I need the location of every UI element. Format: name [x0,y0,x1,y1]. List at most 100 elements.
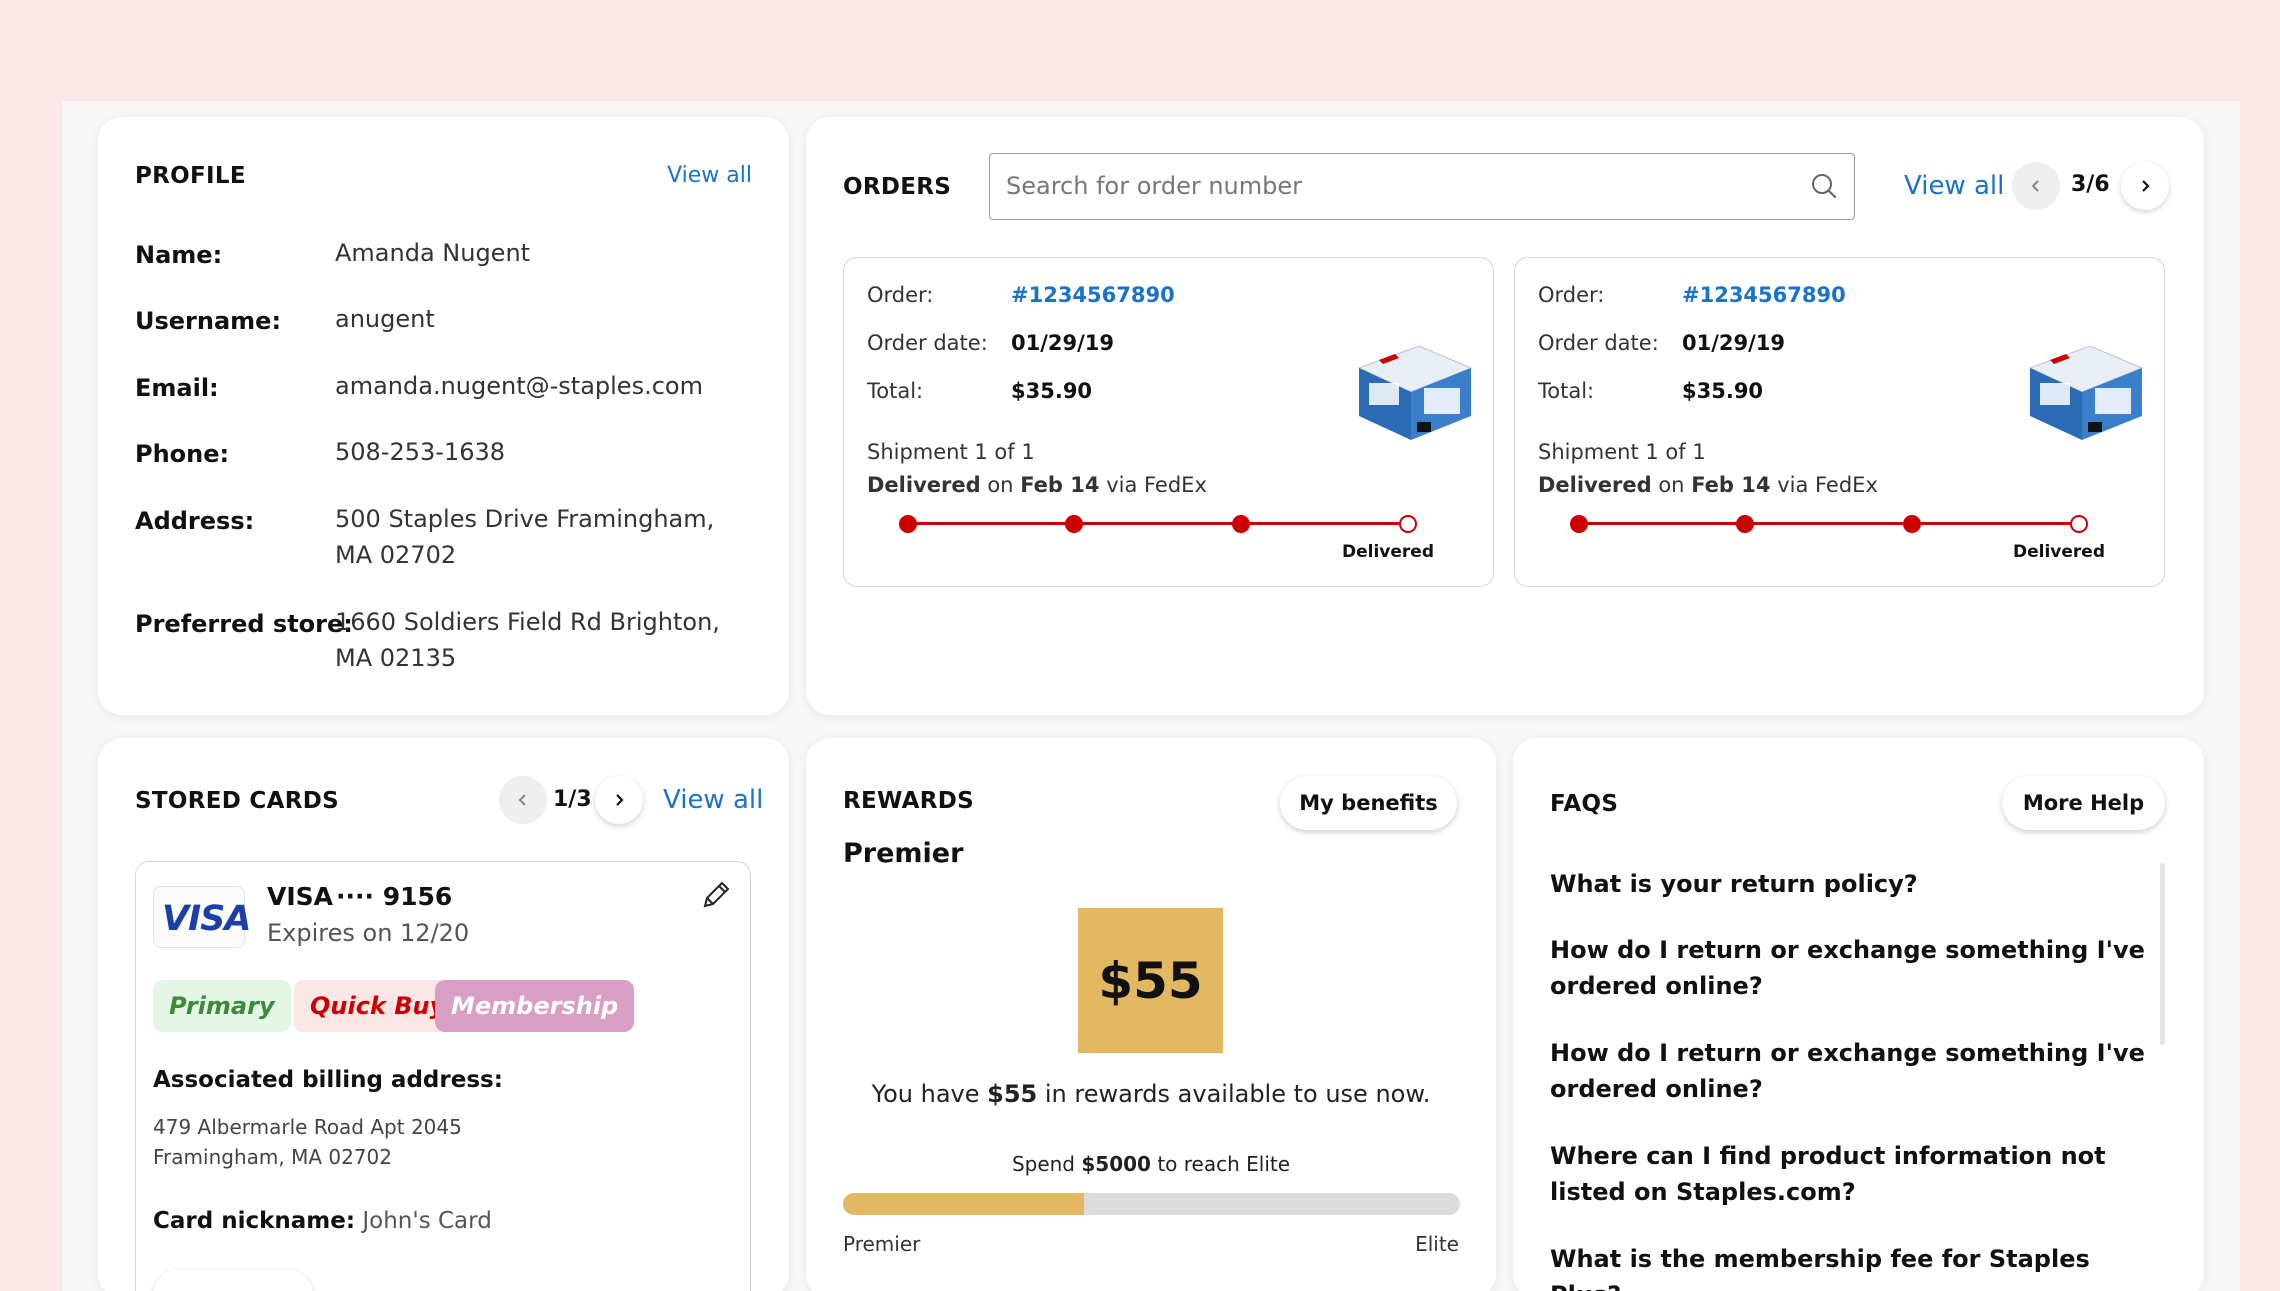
tracker-delivered-label: Delivered [2013,542,2105,562]
order-total-label: Total: [1538,379,1595,403]
orders-title: ORDERS [843,174,952,200]
profile-label-address: Address: [135,507,255,535]
tracker-line [1580,522,2080,525]
rewards-progress-bar [843,1193,1460,1215]
card-brand: VISA [267,882,334,911]
order-card[interactable]: Order: #1234567890 Order date: 01/29/19 … [1514,257,2165,587]
stored-card-item: VISA VISA ···· 9156 Expires on 12/20 Pri… [135,861,751,1291]
delivery-on-word: on [987,473,1014,497]
orders-view-all-link[interactable]: View all [1904,171,2005,201]
tag-primary: Primary [153,980,291,1032]
order-date-label: Order date: [1538,331,1659,355]
product-image [2020,328,2150,448]
delivery-status: Delivered on Feb 14 via FedEx [867,473,1207,497]
more-help-button[interactable]: More Help [2002,776,2165,830]
card-nickname-label: Card nickname: [153,1208,356,1234]
faq-item[interactable]: What is your return policy? [1550,870,1918,898]
faq-scrollbar[interactable] [2160,863,2165,1045]
profile-label-email: Email: [135,374,219,402]
order-date-label: Order date: [867,331,988,355]
progress-end-label: Elite [1415,1232,1459,1256]
chevron-left-icon [518,794,526,806]
faq-item[interactable]: Where can I find product information not… [1550,1142,2106,1206]
billing-address-line1: 479 Albermarle Road Apt 2045 [153,1115,462,1139]
stored-cards-title: STORED CARDS [135,788,339,814]
card-nickname: Card nickname: John's Card [153,1208,492,1234]
delivery-date: Feb 14 [1020,473,1100,497]
tracker-line [909,522,1409,525]
card-expiry: Expires on 12/20 [267,919,470,947]
tracker-step-1 [899,515,917,533]
order-total: $35.90 [1682,379,1764,403]
profile-view-all-link[interactable]: View all [667,163,752,188]
orders-prev-button[interactable] [2012,162,2060,210]
order-label: Order: [867,283,934,307]
delivery-carrier: via FedEx [1777,473,1878,497]
shipment-count: Shipment 1 of 1 [1538,440,1706,464]
chevron-right-icon [2142,180,2150,192]
card-number-mask: ···· 9156 [336,882,453,911]
order-search-input[interactable] [1006,168,1796,204]
rewards-message-post: in rewards available to use now. [1044,1080,1431,1108]
profile-value-name: Amanda Nugent [335,239,531,267]
profile-value-email: amanda.nugent@-staples.com [335,372,703,400]
shipment-tracker [899,514,1424,534]
profile-value-username: anugent [335,305,435,333]
shipment-count: Shipment 1 of 1 [867,440,1035,464]
reward-amount: $55 [1098,951,1203,1010]
tracker-step-4 [1399,515,1417,533]
order-number-link[interactable]: #1234567890 [1682,283,1846,307]
cards-prev-button[interactable] [499,776,547,824]
orders-next-button[interactable] [2121,162,2169,210]
orders-card: ORDERS View all 3/6 Order: #1234567890 O… [806,117,2204,715]
spend-goal-pre: Spend [1011,1152,1076,1176]
search-icon[interactable] [1810,172,1838,204]
order-label: Order: [1538,283,1605,307]
faqs-card: FAQS More Help What is your return polic… [1513,738,2204,1291]
tracker-step-1 [1570,515,1588,533]
faq-item[interactable]: What is the membership fee for Staples P… [1550,1245,2090,1291]
delivery-status-word: Delivered [867,473,981,497]
faq-item[interactable]: How do I return or exchange something I'… [1550,936,2145,1000]
order-total-label: Total: [867,379,924,403]
order-search-box [989,153,1855,220]
visa-logo: VISA [153,886,251,948]
tracker-delivered-label: Delivered [1342,542,1434,562]
card-nickname-value: John's Card [362,1208,492,1234]
chevron-left-icon [2031,180,2039,192]
order-card[interactable]: Order: #1234567890 Order date: 01/29/19 … [843,257,1494,587]
tracker-step-2 [1736,515,1754,533]
spend-goal: Spend $5000 to reach Elite [806,1152,1496,1176]
profile-label-store: Preferred store: [135,610,353,638]
profile-title: PROFILE [135,163,246,189]
profile-label-name: Name: [135,241,223,269]
tag-membership: Membership [435,980,635,1032]
profile-label-username: Username: [135,307,282,335]
rewards-message: You have $55 in rewards available to use… [806,1080,1496,1108]
delivery-status-word: Delivered [1538,473,1652,497]
profile-value-address: 500 Staples Drive Framingham, MA 02702 [335,505,715,569]
order-date: 01/29/19 [1011,331,1115,355]
my-benefits-button[interactable]: My benefits [1280,776,1457,830]
cards-view-all-link[interactable]: View all [663,785,764,815]
cards-next-button[interactable] [595,776,643,824]
tracker-step-2 [1065,515,1083,533]
rewards-card: REWARDS My benefits Premier $55 You have… [806,738,1496,1291]
delivery-date: Feb 14 [1691,473,1771,497]
tracker-step-3 [1232,515,1250,533]
rewards-title: REWARDS [843,788,975,814]
cards-pager: 1/3 [553,787,592,812]
order-date: 01/29/19 [1682,331,1786,355]
pencil-icon[interactable] [699,878,733,916]
stored-cards-card: STORED CARDS 1/3 View all VISA VISA ····… [98,738,789,1291]
profile-card: PROFILE View all Name: Amanda Nugent Use… [98,117,789,715]
rewards-progress-fill [843,1193,1084,1215]
delivery-on-word: on [1658,473,1685,497]
rewards-message-amount: $55 [987,1080,1038,1108]
progress-start-label: Premier [843,1232,921,1256]
shipment-tracker [1570,514,2095,534]
faq-item[interactable]: How do I return or exchange something I'… [1550,1039,2145,1103]
order-number-link[interactable]: #1234567890 [1011,283,1175,307]
card-action-button[interactable] [153,1270,313,1291]
spend-goal-amount: $5000 [1081,1152,1151,1176]
